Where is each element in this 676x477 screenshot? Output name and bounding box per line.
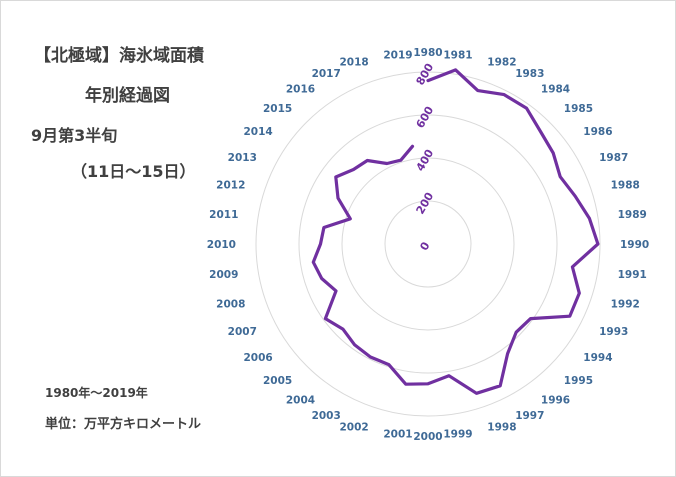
category-label: 1989 [618,209,647,221]
category-label: 2014 [243,126,272,138]
category-label: 2007 [228,326,257,338]
category-label: 2003 [312,410,341,422]
category-label: 1992 [611,298,640,310]
category-label: 2012 [216,180,245,192]
period-note: 1980年～2019年 [45,386,148,400]
radial-axis-ticks: 0 200 400 600 800 [414,61,437,253]
category-label: 2017 [312,68,341,80]
category-label: 2008 [216,298,245,310]
unit-note: 単位：万平方キロメートル [45,417,202,432]
category-label: 1986 [583,126,612,138]
category-label: 2001 [383,429,412,441]
category-label: 2004 [286,394,315,406]
category-label: 2018 [339,56,368,68]
series-layer [311,68,600,395]
category-label: 1995 [564,375,593,387]
category-label: 2019 [383,49,412,61]
radial-tick-label: 600 [414,104,437,131]
chart-subtitle-line2: （11日～15日） [71,162,196,181]
category-label: 1983 [515,68,544,80]
category-label: 1994 [583,352,612,364]
category-label: 1985 [564,103,593,115]
chart-title-line1: 【北極域】海氷域面積 [34,46,204,66]
chart-subtitle-line1: 9月第3半旬 [31,126,118,145]
chart-title-line2: 年別経過図 [85,86,170,106]
category-label: 2009 [209,269,238,281]
category-label: 1990 [620,239,649,251]
category-label: 2000 [413,431,442,443]
category-label: 2016 [286,84,315,96]
radial-tick-label: 800 [414,61,437,88]
category-label: 1987 [599,152,628,164]
category-label: 1998 [487,422,516,434]
radar-grid [255,71,601,417]
category-label: 2015 [263,103,292,115]
category-label: 2006 [243,352,272,364]
category-label: 1981 [443,49,472,61]
radial-tick-label: 0 [417,239,432,252]
series-line [311,68,600,395]
category-label: 2005 [263,375,292,387]
grid-circle [384,200,472,288]
category-label: 1996 [541,394,570,406]
category-label: 1997 [515,410,544,422]
category-label: 1991 [618,269,647,281]
grid-circle [255,71,601,417]
category-label: 1988 [611,180,640,192]
category-label: 1993 [599,326,628,338]
category-label: 1999 [443,429,472,441]
category-label: 2011 [209,209,238,221]
radial-tick-label: 400 [414,147,437,174]
category-label: 1984 [541,84,570,96]
radial-tick-label: 200 [414,190,437,217]
grid-circle [298,114,558,374]
category-label: 1982 [487,56,516,68]
category-label: 1980 [413,47,442,59]
category-label: 2002 [339,422,368,434]
category-label: 2013 [228,152,257,164]
grid-circle [341,157,515,331]
category-label: 2010 [207,239,236,251]
category-labels: 1980 198119821983198419851986198719881989… [207,47,649,443]
